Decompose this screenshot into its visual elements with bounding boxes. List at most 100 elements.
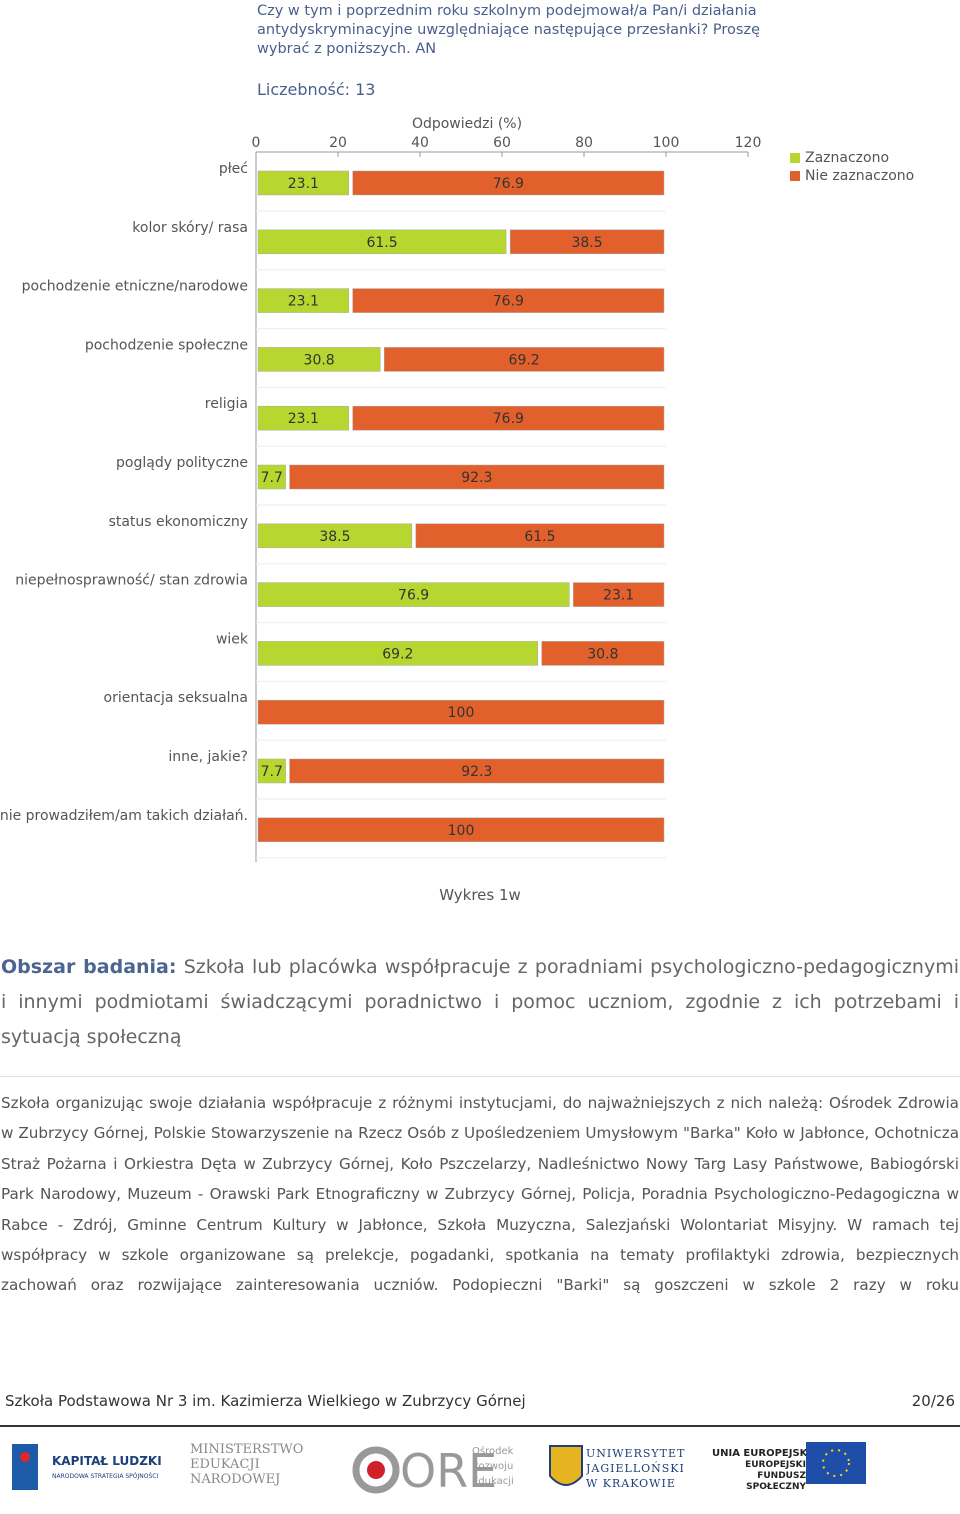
data-label: 76.9: [398, 588, 429, 604]
bar-segment: [257, 758, 286, 784]
logo-text: UNIWERSYTET JAGIELLOŃSKI W KRAKOWIE: [586, 1447, 686, 1490]
x-tick-label: 0: [252, 135, 261, 151]
logo-box: UNIWERSYTET JAGIELLOŃSKI W KRAKOWIE: [586, 1447, 686, 1490]
logo-text: EUROPEJSKI FUNDUSZ SPOŁECZNY: [745, 1460, 806, 1492]
x-axis-label: Odpowiedzi (%): [412, 116, 522, 132]
logo-shape: [367, 1461, 385, 1479]
data-label: 38.5: [571, 235, 602, 251]
category-label: pochodzenie społeczne: [85, 337, 248, 353]
legend-swatch: [790, 153, 800, 163]
data-label: 23.1: [288, 176, 319, 192]
legend-label: Zaznaczono: [805, 150, 889, 166]
chart-subtitle: Liczebność: 13: [257, 80, 376, 99]
data-label: 69.2: [382, 646, 413, 662]
bar-segment: [257, 582, 570, 607]
category-label: religia: [205, 396, 248, 412]
logo-text: MINISTERSTWO EDUKACJI NARODOWEJ: [190, 1442, 304, 1487]
x-tick-label: 100: [653, 135, 680, 151]
bar-segment: [541, 641, 665, 666]
section-label: Obszar badania:: [1, 956, 177, 978]
data-label: 30.8: [304, 352, 335, 368]
bar-segment: [257, 641, 538, 666]
bar-segment: [257, 288, 349, 313]
logo-ue: UNIA EUROPEJSKA EUROPEJSKI FUNDUSZ SPOŁE…: [712, 1442, 866, 1492]
data-label: 23.1: [603, 588, 634, 604]
chart: Odpowiedzi (%) 0 20 40 60 80 100 120 płeć 23.1 76.…: [0, 116, 914, 862]
bar-segment: [257, 347, 381, 372]
logos: KAPITAŁ LUDZKI NARODOWA STRATEGIA SPÓJNO…: [12, 1442, 866, 1498]
paragraph: Szkoła organizując swoje działania współ…: [1, 1094, 959, 1295]
data-label: 92.3: [461, 470, 492, 486]
logo-text: Ośrodek Rozwoju Edukacji: [472, 1446, 514, 1487]
category-label: płeć: [219, 161, 248, 177]
logo-box: EUROPEJSKI FUNDUSZ SPOŁECZNY: [745, 1460, 806, 1492]
logo-box: MINISTERSTWO EDUKACJI NARODOWEJ: [190, 1442, 304, 1487]
footer-school: Szkoła Podstawowa Nr 3 im. Kazimierza Wi…: [5, 1392, 526, 1410]
section-text: Szkoła lub placówka współpracuje z porad…: [1, 956, 959, 1048]
data-label: 100: [448, 705, 475, 721]
logo-shape: [12, 1444, 38, 1490]
data-label: 23.1: [288, 294, 319, 310]
bar-segment: [509, 229, 665, 255]
bar-segment: [257, 229, 507, 255]
logo-stars: [822, 1449, 850, 1477]
data-label: 30.8: [587, 646, 618, 662]
bar-segment: [257, 817, 665, 843]
bar-segment: [257, 464, 286, 490]
logo-box: Ośrodek Rozwoju Edukacji: [472, 1446, 514, 1487]
logo-text: KAPITAŁ LUDZKI: [52, 1454, 162, 1468]
data-label: 76.9: [493, 411, 524, 427]
category-label: nie prowadziłem/am takich działań.: [0, 808, 248, 824]
footer: Szkoła Podstawowa Nr 3 im. Kazimierza Wi…: [5, 1392, 955, 1410]
data-label: 7.7: [261, 470, 283, 486]
footer-line: [0, 1425, 960, 1427]
data-label: 69.2: [509, 352, 540, 368]
separator: [0, 1076, 960, 1077]
caption: Wykres 1w: [439, 886, 521, 904]
data-label: 38.5: [319, 529, 350, 545]
data-label: 100: [448, 823, 475, 839]
logo-shape: [352, 1446, 400, 1494]
section: Obszar badania: Szkoła lub placówka wspó…: [1, 950, 959, 1055]
logo-text: NARODOWA STRATEGIA SPÓJNOŚCI: [52, 1473, 158, 1480]
x-tick-label: 40: [411, 135, 429, 151]
category-label: inne, jakie?: [168, 749, 248, 765]
bar-segment: [573, 582, 665, 607]
logo-flag: [806, 1442, 866, 1484]
data-label: 92.3: [461, 764, 492, 780]
bar-segment: [352, 170, 665, 196]
logo-shape: [20, 1452, 30, 1462]
category-label: niepełnosprawność/ stan zdrowia: [15, 573, 248, 589]
category-label: poglądy polityczne: [116, 455, 248, 471]
bar-segment: [289, 464, 665, 490]
category-label: pochodzenie etniczne/narodowe: [22, 279, 248, 295]
logo-text: ORE: [400, 1444, 497, 1498]
logo-shape: [549, 1445, 583, 1486]
bar-segment: [289, 758, 665, 784]
data-label: 76.9: [493, 294, 524, 310]
data-label: 23.1: [288, 411, 319, 427]
logo-ore: ORE Ośrodek Rozwoju Edukacji: [352, 1444, 514, 1498]
x-tick-label: 80: [575, 135, 593, 151]
data-label: 61.5: [366, 235, 397, 251]
x-tick-label: 60: [493, 135, 511, 151]
page-number: 20/26: [911, 1392, 955, 1410]
logo-text: UNIA EUROPEJSKA: [712, 1448, 815, 1459]
category-label: status ekonomiczny: [109, 514, 248, 530]
legend-swatch: [790, 171, 800, 181]
bar-segment: [257, 170, 349, 196]
bar-segment: [257, 699, 665, 725]
category-label: wiek: [216, 631, 249, 647]
data-label: 7.7: [261, 764, 283, 780]
legend-label: Nie zaznaczono: [805, 168, 914, 184]
category-label: orientacja seksualna: [104, 690, 248, 706]
logo-men: MINISTERSTWO EDUKACJI NARODOWEJ: [190, 1442, 304, 1487]
data-label: 76.9: [493, 176, 524, 192]
category-label: kolor skóry/ rasa: [132, 220, 248, 236]
bar-segment: [352, 288, 665, 313]
x-tick-label: 120: [735, 135, 762, 151]
chart-title: Czy w tym i poprzednim roku szkolnym pod…: [257, 3, 761, 57]
bar-segment: [384, 347, 665, 372]
bar-segment: [257, 523, 413, 549]
